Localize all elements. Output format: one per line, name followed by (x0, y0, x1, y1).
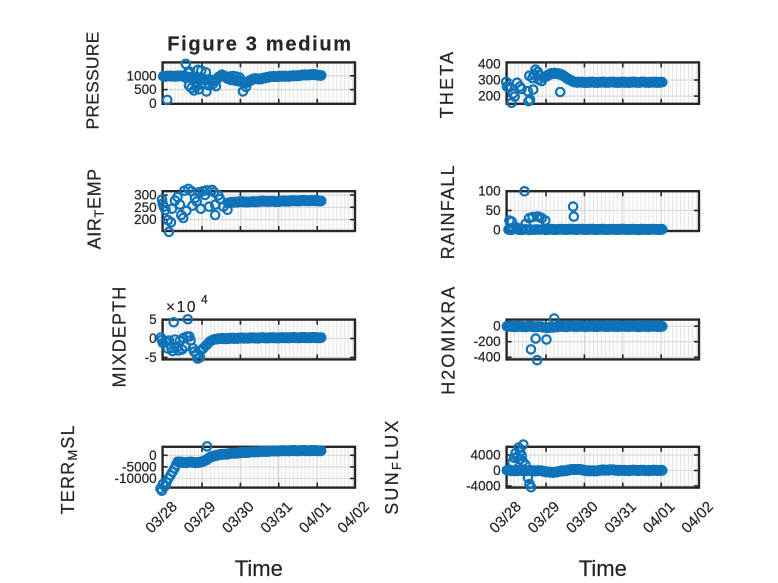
svg-text:×10: ×10 (166, 299, 197, 316)
svg-text:MIXDEPTH: MIXDEPTH (110, 286, 130, 388)
svg-text:0: 0 (149, 448, 157, 463)
svg-text:SUNF​LUX: SUNF​LUX (382, 418, 404, 514)
svg-text:5: 5 (149, 312, 157, 327)
svg-text:0: 0 (149, 331, 157, 346)
svg-text:Time: Time (235, 556, 283, 581)
svg-text:0: 0 (149, 96, 157, 111)
svg-text:Time: Time (579, 556, 627, 581)
svg-text:0: 0 (493, 319, 501, 334)
svg-text:H2OMIXRA: H2OMIXRA (439, 285, 459, 395)
svg-text:0: 0 (493, 463, 501, 478)
svg-text:AIRT​EMP: AIRT​EMP (85, 168, 107, 249)
svg-text:-5: -5 (145, 350, 157, 365)
svg-text:TERRM​SL: TERRM​SL (58, 424, 80, 514)
svg-text:4000: 4000 (471, 448, 501, 463)
svg-text:Figure 3 medium: Figure 3 medium (167, 34, 353, 56)
svg-text:4: 4 (201, 293, 208, 307)
svg-text:RAINFALL: RAINFALL (438, 164, 458, 259)
svg-text:-4000: -4000 (466, 479, 501, 494)
svg-text:-400: -400 (474, 350, 501, 365)
svg-text:0: 0 (493, 223, 501, 238)
svg-text:THETA: THETA (437, 50, 457, 119)
svg-text:200: 200 (134, 212, 157, 227)
svg-text:100: 100 (478, 184, 501, 199)
svg-text:250: 250 (134, 200, 157, 215)
svg-text:300: 300 (478, 73, 501, 88)
svg-text:200: 200 (478, 89, 501, 104)
svg-text:500: 500 (134, 82, 157, 97)
svg-text:-10000: -10000 (115, 471, 157, 486)
svg-text:400: 400 (478, 56, 501, 71)
svg-text:1000: 1000 (127, 68, 157, 83)
svg-text:PRESSURE: PRESSURE (82, 32, 102, 130)
svg-text:-5000: -5000 (122, 459, 157, 474)
svg-text:-200: -200 (474, 334, 501, 349)
svg-text:300: 300 (134, 188, 157, 203)
svg-text:50: 50 (486, 203, 501, 218)
